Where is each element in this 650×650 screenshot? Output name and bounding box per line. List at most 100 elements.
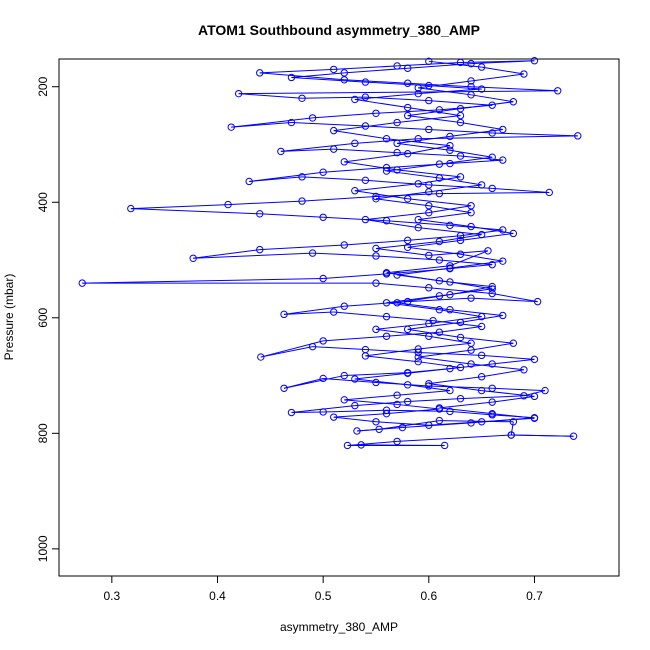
data-point: [414, 357, 422, 366]
data-point: [520, 366, 528, 374]
data-point: [280, 384, 288, 392]
data-point: [361, 176, 370, 185]
series-segment: [354, 372, 408, 380]
data-point: [403, 236, 412, 245]
data-point: [477, 85, 486, 93]
data-point: [488, 409, 496, 418]
series-segment: [460, 314, 503, 323]
series-segment: [375, 247, 429, 256]
series-segment: [365, 219, 419, 229]
data-point: [414, 180, 422, 188]
series-segment: [291, 72, 345, 78]
data-point: [393, 166, 401, 174]
series-segment: [82, 278, 324, 284]
data-point: [533, 297, 542, 306]
data-point: [456, 318, 465, 327]
data-point: [287, 118, 296, 127]
y-tick-label: 200: [36, 76, 50, 96]
series-segment: [397, 142, 451, 151]
series-segment: [312, 252, 377, 257]
data-point: [435, 174, 444, 182]
data-point: [298, 173, 306, 181]
series-segment: [397, 403, 440, 410]
data-point: [298, 197, 306, 205]
data-point: [425, 96, 433, 105]
data-point: [319, 408, 327, 416]
data-point: [414, 89, 422, 98]
series-segment: [418, 219, 472, 228]
data-point: [393, 62, 401, 70]
series-segment: [375, 323, 429, 330]
series-segment: [418, 361, 461, 368]
data-point: [393, 271, 401, 279]
series-segment: [386, 316, 434, 322]
data-point: [414, 84, 422, 92]
data-point: [499, 125, 507, 134]
data-point: [340, 241, 348, 249]
series-segment: [397, 434, 512, 442]
y-axis-label: Pressure (mbar): [2, 274, 16, 361]
data-point: [456, 236, 465, 245]
data-point: [456, 394, 465, 403]
series-segment: [344, 239, 408, 246]
data-point: [245, 177, 253, 186]
data-point: [319, 374, 327, 383]
data-point: [340, 371, 348, 380]
data-point: [488, 129, 496, 137]
data-point: [488, 285, 496, 293]
data-point: [488, 384, 496, 392]
series-segment: [470, 342, 514, 351]
data-point: [509, 229, 518, 238]
data-point: [361, 93, 370, 101]
series-segment: [344, 153, 408, 163]
data-point: [375, 425, 383, 433]
data-point: [435, 328, 444, 336]
series-segment: [333, 122, 398, 132]
series-segment: [344, 372, 408, 377]
data-point: [477, 386, 486, 395]
series-segment: [386, 163, 440, 172]
series-segment: [492, 132, 578, 137]
data-point: [330, 145, 338, 153]
data-point: [467, 419, 475, 427]
data-point: [446, 278, 454, 286]
data-point: [340, 69, 348, 77]
series-segment: [283, 305, 345, 315]
data-point: [414, 353, 422, 361]
data-point: [530, 392, 539, 401]
series-segment: [471, 73, 524, 82]
data-point: [569, 432, 578, 440]
series-segment: [418, 349, 472, 358]
series-segment: [460, 122, 503, 130]
data-point: [509, 339, 518, 347]
data-point: [477, 373, 486, 381]
series-segment: [130, 208, 260, 215]
series-segment: [481, 417, 535, 423]
series-segment: [449, 250, 489, 267]
series-segment: [323, 409, 387, 413]
series-segment: [386, 408, 440, 415]
series-segment: [365, 125, 429, 130]
series-segment: [407, 107, 461, 117]
data-point: [446, 132, 454, 141]
data-point: [403, 325, 412, 334]
series-segment: [354, 183, 419, 192]
data-point: [425, 332, 433, 340]
series-segment: [407, 198, 472, 207]
series-segment: [284, 311, 334, 315]
data-point: [372, 325, 380, 334]
data-point: [435, 416, 444, 425]
data-point: [467, 59, 475, 68]
series-segment: [428, 383, 482, 392]
data-point: [382, 269, 391, 277]
series-segment: [365, 355, 419, 363]
data-point: [382, 163, 391, 172]
data-point: [499, 311, 507, 320]
series-segment: [397, 115, 461, 124]
y-tick-label: 1000: [36, 535, 50, 562]
series-segment: [365, 212, 429, 221]
data-point: [446, 159, 454, 168]
data-point: [530, 57, 539, 65]
data-point: [351, 401, 359, 410]
